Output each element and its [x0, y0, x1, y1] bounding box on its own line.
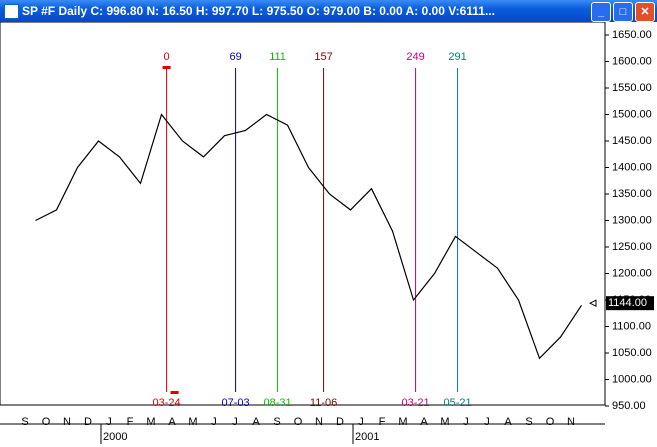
y-tick-label: 1300.00 — [612, 214, 652, 226]
marker-top — [162, 66, 171, 69]
x-tick-label: S — [273, 416, 280, 428]
x-tick-label: D — [84, 416, 92, 428]
y-tick-label: 1500.00 — [612, 108, 652, 120]
x-tick-label: S — [21, 416, 28, 428]
minimize-button[interactable]: _ — [591, 2, 611, 22]
x-tick-label: A — [168, 416, 176, 428]
cycle-count: 69 — [229, 51, 241, 63]
x-tick-label: M — [188, 416, 197, 428]
marker-bottom — [170, 391, 179, 394]
x-tick-label: N — [567, 416, 575, 428]
y-tick-label: 1000.00 — [612, 373, 652, 385]
close-button[interactable]: ✕ — [635, 2, 655, 22]
x-tick-label: N — [315, 416, 323, 428]
x-tick-label: M — [398, 416, 407, 428]
year-label: 2000 — [103, 431, 127, 443]
y-tick-label: 1350.00 — [612, 188, 652, 200]
y-tick-label: 1100.00 — [612, 320, 651, 332]
cycle-date: 07-03 — [222, 397, 250, 409]
last-price-arrow — [588, 299, 597, 307]
x-tick-label: O — [546, 416, 555, 428]
x-tick-label: M — [440, 416, 449, 428]
y-tick-label: 1250.00 — [612, 241, 652, 253]
last-price-box — [606, 296, 654, 311]
y-tick-label: 1650.00 — [612, 29, 652, 41]
y-tick-label: 1450.00 — [612, 135, 652, 147]
x-tick-label: A — [504, 416, 512, 428]
last-price-label: 1144.00 — [608, 297, 647, 309]
x-tick-label: N — [63, 416, 71, 428]
x-tick-label: A — [420, 416, 428, 428]
x-tick-label: J — [358, 416, 364, 428]
x-tick-label: J — [211, 416, 217, 428]
cycle-date: 11-06 — [310, 397, 337, 409]
window-title: SP #F Daily C: 996.80 N: 16.50 H: 997.70… — [22, 4, 495, 18]
cycle-date: 03-21 — [402, 397, 430, 409]
year-label: 2001 — [355, 431, 379, 443]
title-bar: SP #F Daily C: 996.80 N: 16.50 H: 997.70… — [0, 0, 657, 22]
cycle-count: 111 — [269, 51, 286, 63]
x-tick-label: F — [379, 416, 386, 428]
cycle-date: 03-24 — [153, 397, 181, 409]
x-tick-label: J — [463, 416, 469, 428]
cycle-date: 08-31 — [264, 397, 292, 409]
x-tick-label: A — [252, 416, 260, 428]
y-tick-label: 1050.00 — [612, 347, 652, 359]
app-icon — [4, 4, 19, 19]
y-tick-label: 1400.00 — [612, 161, 652, 173]
cycle-date: 05-21 — [444, 397, 472, 409]
x-tick-label: D — [336, 416, 344, 428]
price-line — [35, 113, 583, 360]
y-tick-label: 1200.00 — [612, 267, 652, 279]
maximize-button[interactable]: □ — [613, 2, 633, 22]
x-tick-label: M — [146, 416, 155, 428]
chart: 950.001000.001050.001100.001150.001200.0… — [0, 22, 654, 444]
cycle-count: 249 — [406, 51, 424, 63]
x-tick-label: O — [294, 416, 303, 428]
y-tick-label: 1600.00 — [612, 55, 652, 67]
cycle-count: 291 — [448, 51, 466, 63]
x-tick-label: J — [106, 416, 112, 428]
cycle-count: 157 — [314, 51, 332, 63]
x-tick-label: J — [232, 416, 238, 428]
y-tick-label: 950.00 — [612, 400, 646, 412]
x-tick-label: S — [525, 416, 532, 428]
cycle-count: 0 — [164, 51, 170, 63]
x-tick-label: O — [42, 416, 51, 428]
plot-frame — [0, 22, 606, 406]
x-tick-label: F — [127, 416, 134, 428]
y-tick-label: 1550.00 — [612, 82, 652, 94]
x-tick-label: J — [484, 416, 490, 428]
